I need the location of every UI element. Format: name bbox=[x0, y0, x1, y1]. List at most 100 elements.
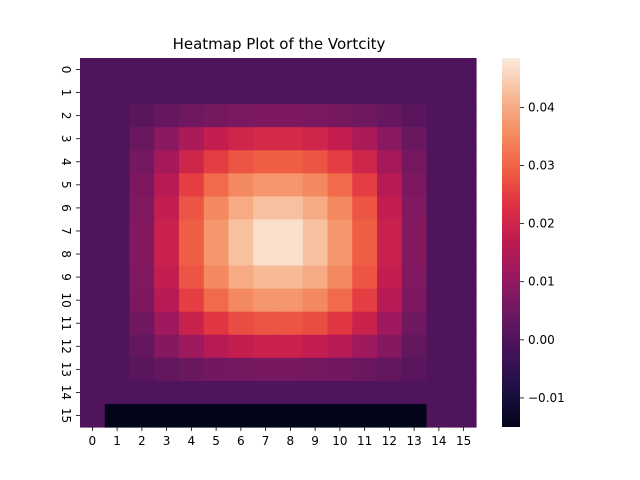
x-tick-label: 4 bbox=[188, 434, 196, 448]
heatmap-cell bbox=[80, 311, 106, 336]
heatmap-cell bbox=[426, 173, 452, 197]
colorbar-tick-label: 0.01 bbox=[528, 275, 555, 289]
heatmap-cell bbox=[104, 173, 131, 197]
heatmap-cell bbox=[426, 219, 452, 244]
heatmap-cell bbox=[278, 104, 304, 128]
heatmap-cell bbox=[154, 104, 180, 128]
heatmap-cell bbox=[352, 265, 378, 290]
heatmap-cell bbox=[80, 104, 106, 128]
heatmap-cell bbox=[451, 380, 477, 405]
heatmap-cell bbox=[451, 127, 477, 151]
heatmap-cell bbox=[451, 265, 477, 290]
heatmap-cell bbox=[129, 173, 155, 197]
heatmap-cell bbox=[327, 173, 353, 197]
heatmap-cell bbox=[228, 403, 254, 428]
heatmap-cell bbox=[426, 81, 452, 105]
x-tick-label: 12 bbox=[382, 434, 397, 448]
y-tick-label: 2 bbox=[59, 112, 73, 120]
x-tick-label: 7 bbox=[262, 434, 270, 448]
heatmap-cell bbox=[179, 380, 205, 405]
heatmap-cell bbox=[154, 334, 180, 359]
heatmap-cell bbox=[377, 380, 403, 405]
heatmap-cell bbox=[426, 58, 452, 82]
heatmap-cell bbox=[179, 265, 205, 290]
heatmap-cell bbox=[426, 196, 452, 221]
heatmap-cell bbox=[228, 173, 254, 197]
heatmap-cell bbox=[203, 58, 230, 82]
heatmap-cell bbox=[352, 242, 378, 267]
heatmap-cell bbox=[327, 380, 353, 405]
heatmap-cell bbox=[228, 81, 254, 105]
heatmap-cell bbox=[426, 311, 452, 336]
heatmap-cell bbox=[302, 150, 329, 174]
heatmap-cell bbox=[352, 219, 378, 244]
y-tick-label: 9 bbox=[59, 273, 73, 281]
heatmap-cell bbox=[154, 173, 180, 197]
heatmap-cell bbox=[302, 288, 329, 313]
heatmap-cell bbox=[327, 403, 353, 428]
heatmap-cell bbox=[253, 81, 279, 105]
heatmap-cell bbox=[352, 380, 378, 405]
heatmap-cell bbox=[327, 127, 353, 151]
x-tick-label: 14 bbox=[431, 434, 446, 448]
x-axis-ticks: 0 1 2 3 4 5 6 7 8 9 10 11 12 13 14 15 bbox=[89, 427, 471, 448]
x-tick-label: 2 bbox=[138, 434, 146, 448]
heatmap-cell bbox=[302, 81, 329, 105]
heatmap-cell bbox=[377, 357, 403, 382]
heatmap-cell bbox=[426, 127, 452, 151]
heatmap-cell bbox=[129, 150, 155, 174]
heatmap-cell bbox=[352, 288, 378, 313]
heatmap-cell bbox=[203, 150, 230, 174]
heatmap-cell bbox=[401, 196, 428, 221]
heatmap-cell bbox=[129, 265, 155, 290]
heatmap-cell bbox=[401, 173, 428, 197]
heatmap-cell bbox=[426, 288, 452, 313]
heatmap-cell bbox=[278, 265, 304, 290]
heatmap-cell bbox=[154, 150, 180, 174]
heatmap-cell bbox=[302, 380, 329, 405]
heatmap-cell bbox=[451, 334, 477, 359]
chart-title: Heatmap Plot of the Vortcity bbox=[173, 35, 386, 53]
heatmap-cell bbox=[203, 357, 230, 382]
x-tick-label: 11 bbox=[357, 434, 372, 448]
heatmap-cell bbox=[154, 242, 180, 267]
heatmap-cell bbox=[129, 403, 155, 428]
heatmap-cell bbox=[352, 81, 378, 105]
heatmap-cell bbox=[80, 334, 106, 359]
heatmap-cell bbox=[278, 311, 304, 336]
heatmap-cell bbox=[278, 58, 304, 82]
heatmap-cell bbox=[80, 380, 106, 405]
heatmap-cell bbox=[377, 173, 403, 197]
heatmap-cell bbox=[203, 81, 230, 105]
heatmap-cell bbox=[253, 127, 279, 151]
heatmap-cell bbox=[377, 311, 403, 336]
heatmap-cell bbox=[451, 357, 477, 382]
heatmap-cell bbox=[401, 219, 428, 244]
heatmap-cell bbox=[278, 357, 304, 382]
heatmap-cell bbox=[154, 288, 180, 313]
heatmap-cell bbox=[253, 219, 279, 244]
heatmap-cell bbox=[352, 58, 378, 82]
heatmap-cell bbox=[401, 403, 428, 428]
heatmap-cell bbox=[253, 58, 279, 82]
heatmap-cell bbox=[179, 196, 205, 221]
heatmap-cell bbox=[377, 242, 403, 267]
heatmap-cell bbox=[327, 265, 353, 290]
heatmap-cell bbox=[302, 357, 329, 382]
heatmap-cell bbox=[154, 403, 180, 428]
heatmap-cell bbox=[179, 173, 205, 197]
colorbar-gradient bbox=[502, 58, 520, 427]
heatmap-cell bbox=[253, 334, 279, 359]
heatmap-cell bbox=[352, 173, 378, 197]
heatmap-cell bbox=[228, 127, 254, 151]
heatmap-cell bbox=[352, 127, 378, 151]
heatmap-cell bbox=[129, 81, 155, 105]
heatmap-cell bbox=[203, 334, 230, 359]
heatmap-cell bbox=[203, 219, 230, 244]
heatmap-cell bbox=[104, 58, 131, 82]
heatmap-cell bbox=[179, 403, 205, 428]
heatmap-cells bbox=[80, 58, 477, 428]
heatmap-cell bbox=[203, 242, 230, 267]
heatmap-cell bbox=[302, 58, 329, 82]
heatmap-cell bbox=[104, 150, 131, 174]
